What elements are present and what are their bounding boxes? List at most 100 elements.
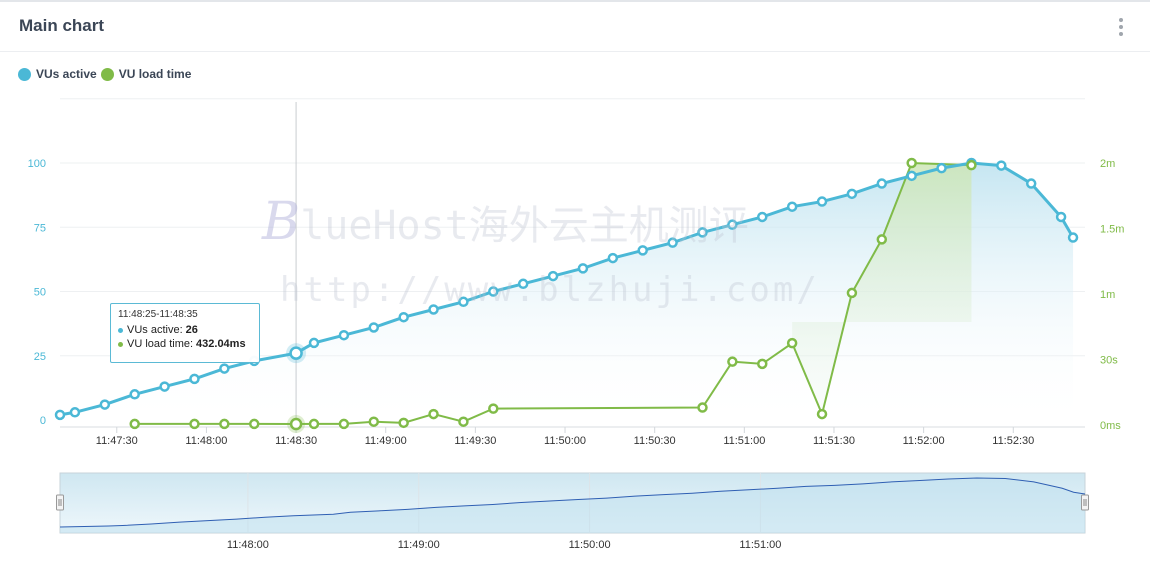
navigator-tick-label: 11:50:00 (569, 539, 611, 551)
x-tick-label: 11:50:00 (544, 435, 586, 447)
vus-active-point (637, 245, 648, 256)
vu-load-time-point (219, 418, 230, 430)
vu-load-time-point (906, 157, 917, 169)
vu-load-time-point (727, 356, 738, 367)
y-left-tick-label: 50 (34, 287, 46, 299)
vus-active-point (876, 178, 888, 189)
vus-active-point (757, 211, 768, 223)
y-right-tick-label: 30s (1100, 355, 1118, 367)
vu-load-time-point (458, 416, 469, 427)
chart-tooltip: 11:48:25-11:48:35 VUs active: 26 VU load … (110, 303, 260, 363)
y-left-tick-label: 25 (34, 351, 46, 363)
vus-active-point (906, 170, 917, 182)
vus-active-point (577, 263, 589, 274)
x-tick-label: 11:51:00 (723, 435, 765, 447)
vus-active-point (289, 346, 303, 360)
chart-header: Main chart (0, 2, 1150, 52)
vus-active-point (99, 399, 111, 410)
x-tick-label: 11:47:30 (96, 435, 138, 447)
vus-active-point (727, 219, 738, 230)
vu-load-time-point (757, 358, 768, 370)
navigator-area (60, 478, 1085, 533)
y-right-tick-label: 2m (1100, 158, 1115, 170)
y-left-tick-label: 100 (28, 158, 46, 170)
x-tick-label: 11:52:00 (903, 435, 945, 447)
navigator-tick-label: 11:48:00 (227, 539, 269, 551)
page-title: Main chart (19, 16, 105, 35)
top-rule (0, 0, 1150, 2)
vus-active-point (607, 252, 619, 264)
y-left-tick-label: 75 (34, 222, 46, 234)
legend-item-vu-load-time[interactable]: VU load time (100, 67, 192, 81)
vu-load-time-point (428, 408, 439, 420)
vus-active-point (159, 381, 170, 392)
vu-load-time-point (697, 402, 708, 413)
x-tick-label: 11:51:30 (813, 435, 855, 447)
vus-active-point (936, 162, 947, 174)
vus-active-point (1067, 232, 1079, 243)
vu-load-time-point (129, 418, 140, 430)
x-tick-label: 11:52:30 (992, 435, 1034, 447)
vus-active-point (816, 196, 828, 207)
vus-active-point (54, 409, 66, 421)
vu-load-time-point (338, 418, 350, 430)
vu-load-time-point (289, 417, 303, 431)
vus-active-point (667, 237, 678, 248)
vus-active-point (996, 160, 1007, 171)
vu-load-time-point (876, 234, 888, 245)
vus-active-point (786, 201, 798, 212)
navigator-line (59, 477, 1086, 528)
navigator-handle-right[interactable] (1081, 494, 1089, 511)
vus-active-point (189, 373, 200, 385)
vu-load-time-point (308, 418, 320, 430)
navigator-handle-left[interactable] (56, 494, 64, 511)
vus-active-point (697, 227, 708, 238)
vus-active-point (338, 329, 350, 341)
vu-load-time-point (816, 408, 828, 420)
legend-swatch-vu-load-time (100, 67, 114, 81)
navigator-tick-label: 11:49:00 (398, 539, 440, 551)
vu-load-time-point (488, 403, 499, 414)
x-tick-label: 11:50:30 (634, 435, 676, 447)
vu-load-time-point (368, 416, 380, 427)
x-tick-label: 11:49:30 (454, 435, 496, 447)
vu-load-time-point (786, 337, 798, 349)
tooltip-row-vu-load-time: VU load time: 432.04ms (118, 338, 252, 350)
vus-active-point (846, 188, 858, 200)
y-left-tick-label: 0 (40, 415, 46, 427)
y-right-tick-label: 1.5m (1100, 224, 1124, 236)
vus-active-point (547, 270, 559, 282)
kebab-menu-icon[interactable] (1113, 16, 1129, 38)
x-tick-label: 11:48:00 (185, 435, 227, 447)
vu-load-time-point (846, 287, 858, 299)
navigator-tick-label: 11:51:00 (739, 539, 781, 551)
vus-active-point (368, 322, 380, 333)
legend-swatch-vus-active (18, 67, 31, 81)
x-tick-label: 11:48:30 (275, 435, 317, 447)
vus-active-point (1025, 178, 1037, 189)
legend-label-vu-load-time: VU load time (118, 67, 192, 81)
tooltip-row-vus-active: VUs active: 26 (118, 324, 252, 336)
vus-active-point (517, 278, 529, 290)
tooltip-time-range: 11:48:25-11:48:35 (118, 309, 198, 320)
vus-active-point (308, 337, 320, 349)
legend-item-vus-active[interactable]: VUs active (18, 67, 97, 81)
vu-load-time-point (398, 417, 409, 429)
vu-load-time-point (248, 418, 260, 430)
vu-load-time-point (966, 159, 977, 171)
vus-active-point (1055, 211, 1067, 223)
chart-legend: VUs active VU load time (18, 65, 195, 83)
x-tick-label: 11:49:00 (365, 435, 407, 447)
vus-active-point (219, 363, 230, 374)
legend-label-vus-active: VUs active (36, 67, 97, 81)
vus-active-point (69, 407, 81, 418)
vu-load-time-point (189, 418, 200, 430)
y-right-tick-label: 0ms (1100, 420, 1121, 432)
vus-active-point (458, 296, 469, 308)
y-right-tick-label: 1m (1100, 289, 1115, 301)
vus-active-point (398, 311, 409, 323)
vus-active-point (428, 304, 439, 315)
vus-active-point (129, 389, 140, 400)
vus-active-point (488, 286, 499, 297)
